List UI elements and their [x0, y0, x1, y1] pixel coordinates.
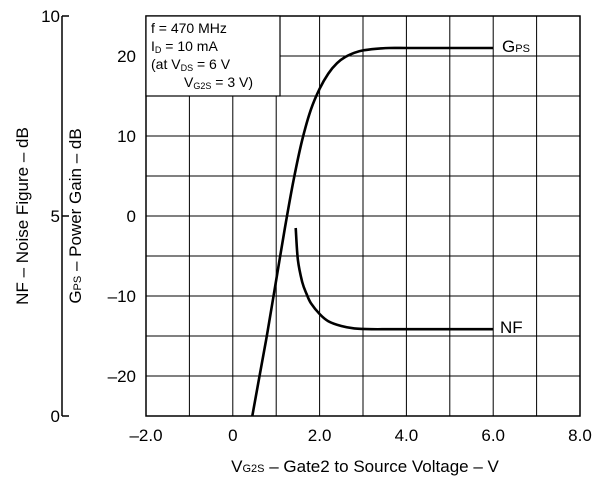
conditions-box-bg: [145, 15, 281, 97]
condition-vds: (at VDS = 6 V: [151, 56, 231, 73]
condition-vg2s: VG2S = 3 V): [184, 74, 253, 91]
nf-axis: 10 5 0: [41, 7, 69, 426]
gain-axis-title-sub: PS: [72, 276, 84, 291]
gain-axis-title-main: G: [66, 290, 85, 303]
condition-frequency: f = 470 MHz: [151, 20, 227, 36]
x-tick-label: 6.0: [481, 426, 505, 445]
condition-vds-rest: = 6 V: [193, 56, 231, 72]
gps-series-label: GPS: [502, 37, 530, 56]
gain-tick-label: –10: [108, 287, 136, 306]
nf-tick-label: 5: [51, 207, 60, 226]
gain-axis-title-rest: – Power Gain – dB: [66, 128, 85, 275]
x-tick-label: –2.0: [129, 426, 162, 445]
gps-series-line: [251, 46, 494, 417]
conditions-box: f = 470 MHz ID = 10 mA (at VDS = 6 V VG2…: [145, 15, 281, 97]
gain-axis-title: GPS – Power Gain – dB: [66, 128, 85, 303]
condition-id-sub: D: [155, 45, 162, 55]
condition-vg2s-sub: G2S: [193, 81, 211, 91]
nf-tick-label: 10: [41, 7, 60, 26]
condition-vds-sub: DS: [181, 63, 194, 73]
condition-vds-pre: (at V: [151, 56, 181, 72]
gain-tick-label: 10: [117, 127, 136, 146]
x-tick-label: 2.0: [308, 426, 332, 445]
x-tick-label: 4.0: [395, 426, 419, 445]
gps-series-label-main: G: [502, 37, 515, 56]
x-tick-label: 0: [228, 426, 237, 445]
x-axis-title: VG2S – Gate2 to Source Voltage – V: [231, 457, 499, 476]
nf-tick-label: 0: [51, 407, 60, 426]
nf-series-label: NF: [500, 318, 523, 337]
gps-series-label-sub: PS: [515, 43, 530, 55]
x-tick-label: 8.0: [568, 426, 592, 445]
condition-id-rest: = 10 mA: [161, 38, 218, 54]
nf-axis-title: NF – Noise Figure – dB: [13, 127, 32, 305]
gain-tick-label: –20: [108, 367, 136, 386]
nf-series-line: [294, 227, 494, 331]
condition-vg2s-rest: = 3 V): [211, 74, 253, 90]
plot-frame: [145, 15, 581, 417]
gain-tick-label: 20: [117, 47, 136, 66]
x-axis-title-rest: – Gate2 to Source Voltage – V: [264, 457, 499, 476]
x-axis-title-main: V: [231, 457, 243, 476]
condition-vg2s-pre: V: [184, 74, 194, 90]
condition-drain-current: ID = 10 mA: [151, 38, 218, 55]
condition-id-main: I: [151, 38, 155, 54]
x-axis-title-sub: G2S: [242, 463, 264, 475]
gain-tick-label: 0: [127, 207, 136, 226]
